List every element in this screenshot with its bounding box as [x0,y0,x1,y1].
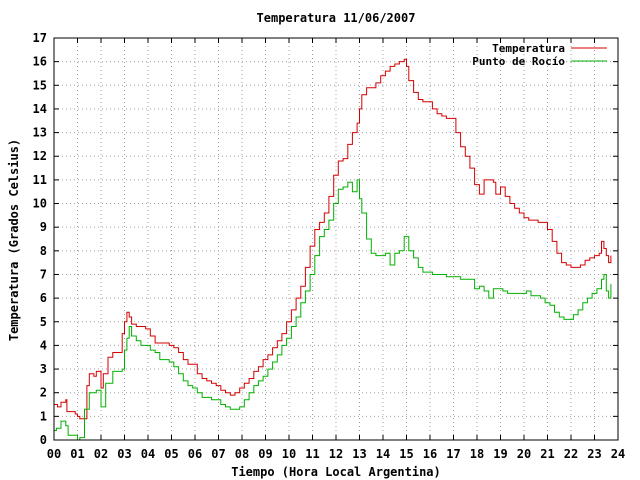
x-tick-label: 07 [211,447,225,461]
x-tick-label: 13 [352,447,366,461]
y-tick-label: 1 [40,409,47,423]
x-tick-label: 23 [587,447,601,461]
y-tick-label: 17 [33,31,47,45]
grid [54,38,618,440]
x-tick-label: 02 [94,447,108,461]
x-tick-label: 11 [305,447,319,461]
y-tick-label: 15 [33,78,47,92]
y-tick-label: 4 [40,338,47,352]
y-tick-label: 16 [33,55,47,69]
x-tick-label: 05 [164,447,178,461]
x-tick-label: 15 [399,447,413,461]
x-tick-label: 22 [564,447,578,461]
chart-title: Temperatura 11/06/2007 [257,11,416,25]
y-axis-label: Temperatura (Grados Celsius) [7,139,21,341]
series-line-temperatura [54,58,612,420]
y-tick-label: 13 [33,126,47,140]
x-tick-label: 14 [376,447,390,461]
x-tick-label: 09 [258,447,272,461]
y-tick-label: 14 [33,102,47,116]
y-tick-label: 7 [40,267,47,281]
y-tick-label: 11 [33,173,47,187]
x-tick-label: 08 [235,447,249,461]
legend-label: Temperatura [492,42,565,55]
x-tick-label: 18 [470,447,484,461]
plot-frame [53,37,619,441]
x-tick-label: 19 [493,447,507,461]
series-group [54,58,612,441]
x-tick-label: 20 [517,447,531,461]
x-tick-label: 24 [611,447,625,461]
x-tick-label: 06 [188,447,202,461]
y-tick-label: 8 [40,244,47,258]
y-tick-label: 5 [40,315,47,329]
legend-label: Punto de Rocío [472,55,565,68]
x-tick-label: 21 [540,447,554,461]
series-line-punto-de-rocio [54,179,612,441]
x-tick-label: 03 [117,447,131,461]
y-tick-label: 9 [40,220,47,234]
y-tick-label: 2 [40,386,47,400]
x-tick-label: 01 [70,447,84,461]
x-tick-label: 00 [47,447,61,461]
x-axis-label: Tiempo (Hora Local Argentina) [231,465,441,479]
y-tick-label: 0 [40,433,47,447]
x-tick-label: 10 [282,447,296,461]
x-tick-label: 04 [141,447,155,461]
y-tick-label: 3 [40,362,47,376]
x-tick-label: 17 [446,447,460,461]
y-tick-label: 12 [33,149,47,163]
y-tick-label: 10 [33,197,47,211]
y-tick-label: 6 [40,291,47,305]
x-tick-label: 12 [329,447,343,461]
x-tick-label: 16 [423,447,437,461]
